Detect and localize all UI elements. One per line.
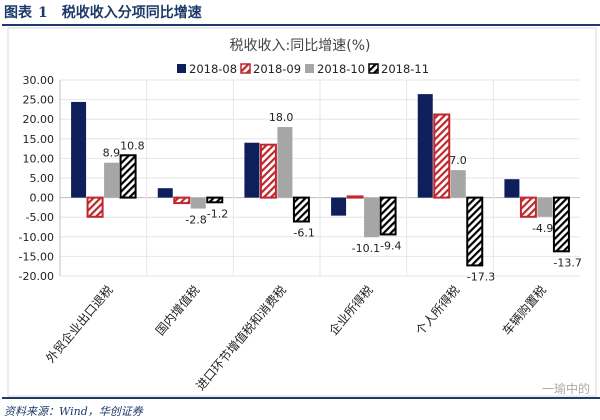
y-tick-label: 5.00 bbox=[30, 172, 55, 185]
x-tick-label: 企业所得税 bbox=[326, 282, 376, 338]
data-label: -10.1 bbox=[352, 242, 380, 255]
legend-label: 2018-11 bbox=[381, 62, 429, 76]
bar-2018-09 bbox=[433, 113, 451, 199]
legend-label: 2018-08 bbox=[189, 62, 237, 76]
figure-header: 图表 1 税收收入分项同比增速 bbox=[4, 2, 202, 22]
legend-swatch bbox=[240, 63, 251, 74]
bar-2018-10 bbox=[450, 170, 466, 198]
legend-label: 2018-09 bbox=[253, 62, 301, 76]
bar-2018-11 bbox=[206, 196, 224, 204]
legend: 2018-08 2018-09 2018-10 2018-11 bbox=[177, 62, 429, 76]
watermark: 一瑜中的 bbox=[541, 382, 590, 396]
data-label: -2.8 bbox=[185, 214, 206, 227]
bar-2018-09 bbox=[346, 195, 364, 199]
legend-label: 2018-10 bbox=[317, 62, 365, 76]
legend-swatch bbox=[177, 64, 186, 73]
bar-2018-09 bbox=[259, 143, 277, 199]
bar-2018-08 bbox=[71, 101, 87, 198]
y-tick-label: 10.00 bbox=[23, 152, 55, 165]
data-label: 7.0 bbox=[449, 154, 467, 167]
data-label: -1.2 bbox=[207, 207, 228, 220]
bar-2018-11 bbox=[466, 196, 484, 267]
data-label: 18.0 bbox=[269, 111, 294, 124]
y-tick-label: -5.00 bbox=[26, 211, 54, 224]
y-tick-label: 30.00 bbox=[23, 74, 55, 87]
bar-2018-09 bbox=[519, 196, 537, 218]
bar-2018-11 bbox=[292, 196, 310, 223]
figure-title: 税收收入分项同比增速 bbox=[61, 5, 202, 21]
data-label: -4.9 bbox=[532, 222, 553, 235]
bar-2018-09 bbox=[173, 196, 191, 205]
header-rule bbox=[2, 24, 600, 26]
bar-2018-10 bbox=[190, 197, 206, 209]
footer-rule bbox=[2, 397, 600, 399]
x-tick-label: 国内增值税 bbox=[152, 282, 202, 338]
bar-2018-11 bbox=[552, 196, 570, 253]
bar-2018-08 bbox=[244, 142, 260, 198]
bar-2018-11 bbox=[119, 154, 137, 199]
source-note: 资料来源：Wind，华创证券 bbox=[4, 405, 143, 418]
x-tick-label: 外贸企业出口退税 bbox=[42, 282, 115, 365]
chart-title: 税收收入:同比增速(%) bbox=[230, 38, 371, 54]
x-tick-label: 车辆购置税 bbox=[499, 282, 549, 338]
bar-2018-10 bbox=[104, 162, 120, 198]
bar-2018-10 bbox=[277, 127, 293, 198]
data-label: 10.8 bbox=[120, 139, 145, 152]
y-tick-label: 15.00 bbox=[23, 133, 55, 146]
x-tick-label: 进口环节增值税和消费税 bbox=[193, 282, 289, 393]
bar-2018-10 bbox=[364, 197, 380, 238]
bar-2018-10 bbox=[537, 197, 553, 217]
data-label: -17.3 bbox=[467, 270, 495, 283]
y-tick-label: 0.00 bbox=[30, 192, 55, 205]
bar-2018-08 bbox=[504, 179, 520, 198]
x-tick-label: 个人所得税 bbox=[412, 282, 462, 338]
y-tick-label: 20.00 bbox=[23, 113, 55, 126]
figure-number: 1 bbox=[38, 5, 48, 21]
y-tick-label: -15.00 bbox=[19, 250, 54, 263]
bar-2018-08 bbox=[331, 197, 347, 216]
data-label: -6.1 bbox=[293, 227, 314, 240]
y-tick-label: -20.00 bbox=[19, 270, 54, 283]
data-label: 8.9 bbox=[103, 147, 121, 160]
bar-2018-08 bbox=[157, 188, 173, 198]
bar-2018-09 bbox=[86, 196, 104, 218]
legend-swatch bbox=[368, 63, 379, 74]
legend-swatch bbox=[305, 64, 314, 73]
bar-2018-11 bbox=[379, 196, 397, 236]
y-tick-label: -10.00 bbox=[19, 231, 54, 244]
chart-border bbox=[7, 27, 597, 397]
data-label: -9.4 bbox=[380, 239, 401, 252]
bar-2018-08 bbox=[417, 94, 433, 198]
y-tick-label: 25.00 bbox=[23, 94, 55, 107]
figure-label: 图表 bbox=[4, 5, 32, 21]
data-label: -13.7 bbox=[553, 256, 581, 269]
